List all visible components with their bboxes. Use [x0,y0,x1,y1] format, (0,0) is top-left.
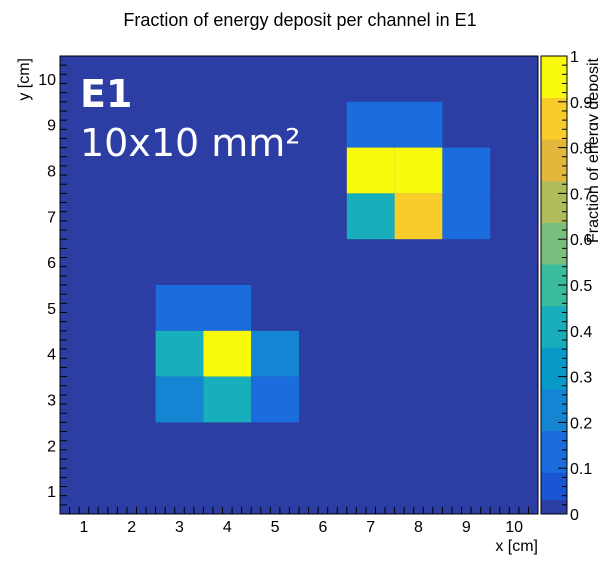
color-scale: 0 0.1 0.2 0.3 0.4 0.5 0.6 0.7 0.8 0.9 1 [540,49,592,524]
x-tick-label: 7 [366,519,375,536]
heatmap-cell [251,330,299,377]
color-scale-band [541,56,567,98]
y-tick-label: 6 [47,255,56,272]
heatmap-cell [155,285,204,331]
color-scale-band [541,180,567,223]
heatmap-cell [251,376,299,423]
plot-area: 1 2 3 4 5 6 7 8 9 10 1 2 3 4 5 6 7 8 9 10 [38,55,539,536]
y-tick-label: 5 [47,301,56,318]
overlay-title: E1 [80,72,132,116]
y-tick-label: 3 [47,393,56,410]
z-tick-label: 1 [570,49,579,66]
y-tick-label: 4 [47,347,56,364]
heatmap-cell [394,147,443,194]
heatmap-cells [155,101,491,423]
plot-background [60,56,538,514]
heatmap-cell [346,193,395,240]
z-tick-label: 0.9 [570,95,592,112]
y-tick-label: 9 [47,118,56,135]
chart-title: Fraction of energy deposit per channel i… [123,10,476,30]
x-axis-ticks: 1 2 3 4 5 6 7 8 9 10 [59,507,539,536]
y-tick-label: 1 [47,484,56,501]
heatmap-cell [203,285,252,331]
y-tick-label: 7 [47,209,56,226]
z-tick-label: 0.5 [570,278,592,295]
color-scale-band [541,97,567,140]
y-tick-label: 10 [38,72,56,89]
color-scale-band [541,347,567,390]
heatmap-cell [203,330,252,377]
z-tick-label: 0 [570,507,579,524]
overlay-subtitle: 10x10 mm² [80,121,301,165]
z-tick-label: 0.1 [570,461,592,478]
z-axis-label: Fraction of energy deposit [585,57,598,243]
z-tick-label: 0.7 [570,186,592,203]
color-scale-band [541,139,567,182]
color-scale-band [541,222,567,265]
x-tick-label: 3 [175,519,184,536]
heatmap-cell [442,147,491,194]
heatmap-cell [155,376,204,423]
x-tick-label: 5 [271,519,280,536]
heatmap-cell [394,193,443,240]
y-tick-label: 2 [47,438,56,455]
y-axis-ticks: 1 2 3 4 5 6 7 8 9 10 [38,55,67,515]
z-tick-label: 0.8 [570,141,592,158]
color-scale-band [541,389,567,432]
heatmap-cell [346,101,395,148]
x-tick-label: 2 [127,519,136,536]
heatmap-cell [442,193,491,240]
z-tick-label: 0.6 [570,232,592,249]
heatmap-cell [155,330,204,377]
heatmap-cell [346,147,395,194]
z-tick-label: 0.2 [570,415,592,432]
x-axis-label: x [cm] [495,538,538,555]
color-scale-band [541,500,567,514]
heatmap-cell [394,101,443,148]
z-tick-label: 0.4 [570,324,592,341]
x-tick-label: 8 [414,519,423,536]
color-scale-band [541,430,567,473]
x-tick-label: 6 [318,519,327,536]
z-tick-label: 0.3 [570,370,592,387]
heatmap-cell [203,376,252,423]
x-tick-label: 10 [505,519,523,536]
x-tick-label: 4 [223,519,232,536]
y-axis-label: y [cm] [16,58,33,101]
x-tick-label: 1 [79,519,88,536]
x-tick-label: 9 [462,519,471,536]
y-tick-label: 8 [47,164,56,181]
